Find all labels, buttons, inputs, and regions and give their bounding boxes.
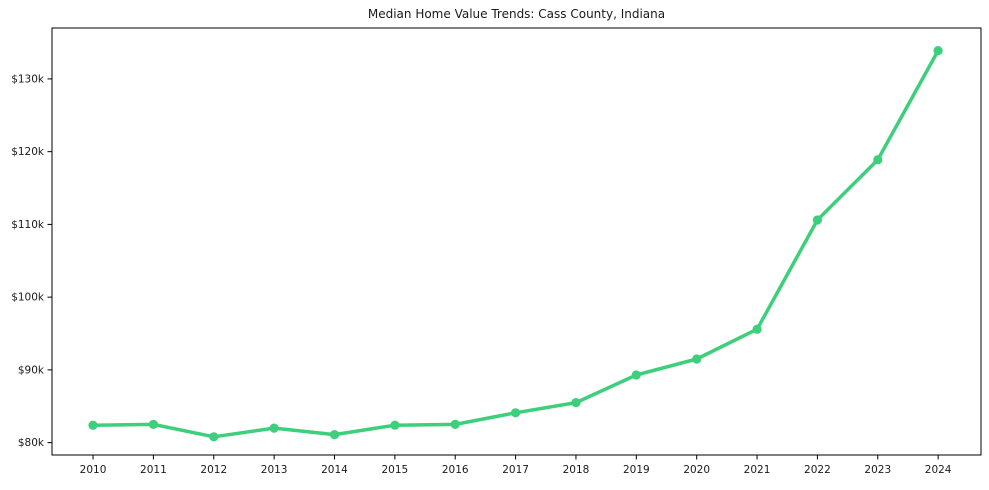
x-tick-label: 2023 (864, 464, 891, 476)
data-point-marker (752, 324, 762, 334)
x-tick-label: 2021 (744, 464, 771, 476)
data-point-marker (269, 423, 279, 433)
x-tick-label: 2012 (200, 464, 227, 476)
x-tick-label: 2011 (140, 464, 167, 476)
y-tick-label: $130k (11, 73, 45, 85)
x-tick-label: 2020 (683, 464, 710, 476)
y-tick-label: $100k (11, 292, 45, 304)
y-tick-label: $90k (18, 364, 45, 376)
data-point-marker (329, 430, 340, 440)
data-point-marker (148, 419, 158, 429)
plot-frame (51, 27, 982, 456)
data-point-marker (571, 398, 581, 408)
data-line (91, 48, 940, 439)
data-point-marker (933, 46, 943, 56)
y-tick-label: $110k (11, 219, 45, 231)
y-tick-label: $120k (11, 146, 45, 158)
data-point-marker (812, 215, 823, 225)
x-tick-label: 2015 (381, 464, 408, 476)
x-tick-label: 2010 (80, 464, 107, 476)
data-point-marker (692, 354, 702, 364)
data-point-marker (390, 420, 400, 430)
data-point-marker (631, 370, 641, 380)
x-tick-label: 2014 (321, 464, 348, 476)
data-point-marker (873, 155, 883, 165)
x-tick-label: 2016 (442, 464, 469, 476)
x-tick-label: 2019 (623, 464, 650, 476)
y-tick-label: $80k (18, 437, 45, 449)
x-tick-label: 2017 (502, 464, 529, 476)
data-point-marker (209, 432, 219, 442)
x-tick-label: 2018 (563, 464, 590, 476)
data-point-marker (450, 419, 460, 429)
data-point-marker (88, 420, 98, 430)
chart-title: Median Home Value Trends: Cass County, I… (367, 7, 666, 21)
x-tick-label: 2022 (804, 464, 831, 476)
x-tick-label: 2013 (261, 464, 288, 476)
data-point-marker (510, 408, 521, 418)
x-tick-label: 2024 (925, 464, 952, 476)
